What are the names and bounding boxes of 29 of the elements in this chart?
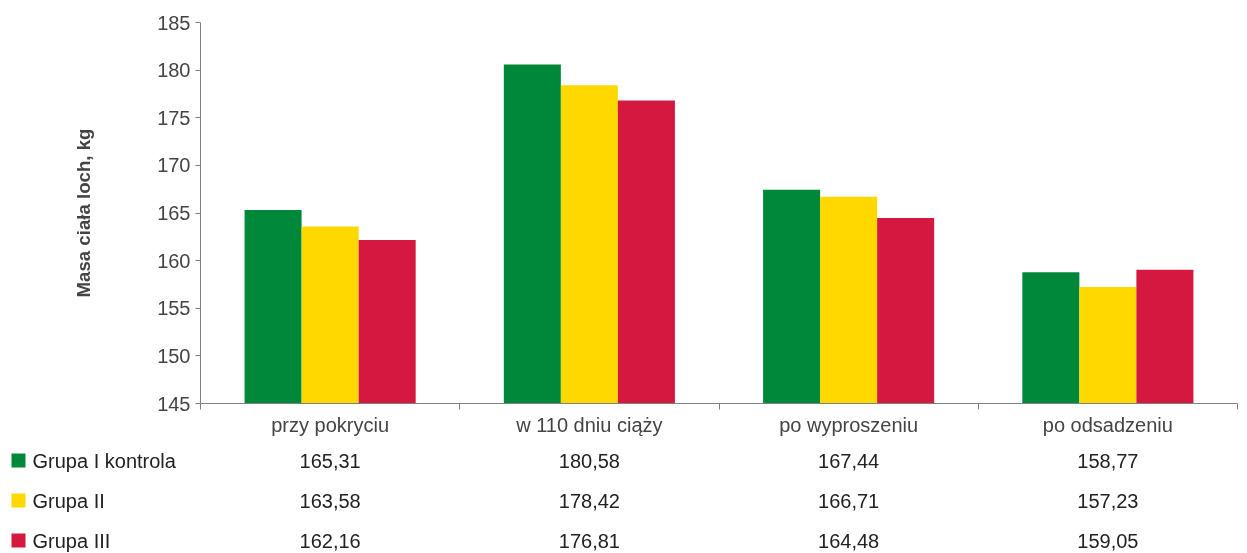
data-label: 176,81 (558, 529, 620, 552)
x-tick-label: przy pokryciu (271, 413, 390, 436)
data-label: 158,77 (1077, 449, 1139, 472)
data-label: 159,05 (1077, 529, 1139, 552)
data-label: 166,71 (818, 489, 880, 512)
y-tick-label: 185 (157, 11, 191, 34)
x-tick-label: po wyproszeniu (779, 413, 919, 436)
y-tick-label: 155 (157, 297, 191, 320)
y-tick-label: 160 (157, 249, 191, 272)
y-axis-title: Masa ciała loch, kg (73, 128, 95, 298)
y-tick-label: 175 (157, 106, 191, 129)
data-label: 167,44 (818, 449, 880, 472)
data-label: 178,42 (558, 489, 620, 512)
y-tick-label: 180 (157, 59, 191, 82)
data-label: 165,31 (299, 449, 361, 472)
y-tick-label: 165 (157, 202, 191, 224)
y-tick-label: 145 (157, 392, 191, 415)
data-label: 180,58 (558, 449, 620, 472)
data-label: 164,48 (818, 529, 880, 552)
data-label: 162,16 (299, 529, 361, 552)
y-tick-label: 150 (157, 344, 191, 367)
x-tick-label: po odsadzeniu (1042, 413, 1173, 436)
data-label: 157,23 (1077, 489, 1139, 512)
legend-label: Grupa II (32, 489, 105, 512)
x-tick-label: w 110 dniu ciąży (515, 413, 663, 436)
y-tick-label: 170 (157, 154, 191, 177)
legend-label: Grupa III (32, 529, 111, 552)
legend-label: Grupa I kontrola (32, 449, 177, 472)
data-label: 163,58 (299, 489, 361, 512)
